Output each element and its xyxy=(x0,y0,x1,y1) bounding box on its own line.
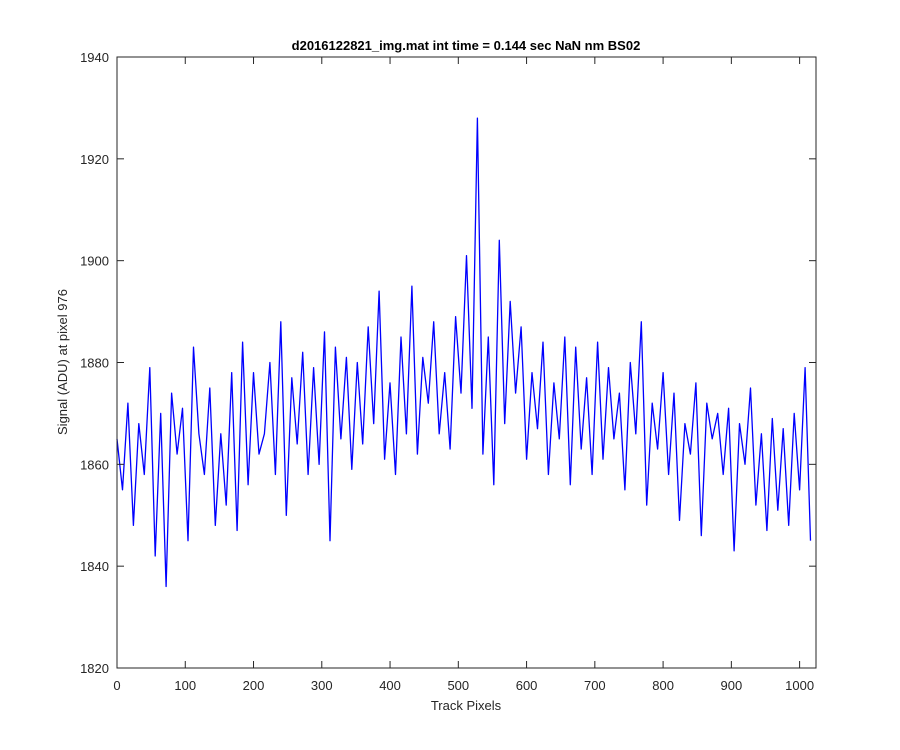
x-tick-label-600: 600 xyxy=(516,678,538,693)
x-tick-label-400: 400 xyxy=(379,678,401,693)
y-tick-label-1860: 1860 xyxy=(80,457,109,472)
series-line-0 xyxy=(116,117,812,588)
x-axis: 0 100 200 300 400 500 600 700 800 900 1000 xyxy=(113,57,814,693)
x-tick-label-700: 700 xyxy=(584,678,606,693)
y-axis: 1820 1840 1860 1880 1900 1920 1940 xyxy=(80,50,816,676)
y-axis-label: Signal (ADU) at pixel 976 xyxy=(55,289,70,435)
y-tick-label-1840: 1840 xyxy=(80,559,109,574)
x-tick-label-200: 200 xyxy=(243,678,265,693)
y-tick-label-1940: 1940 xyxy=(80,50,109,65)
x-tick-label-100: 100 xyxy=(174,678,196,693)
series-layer xyxy=(116,117,812,588)
x-axis-label: Track Pixels xyxy=(431,698,502,713)
y-tick-label-1920: 1920 xyxy=(80,152,109,167)
plot-area-background xyxy=(117,57,816,668)
y-tick-label-1900: 1900 xyxy=(80,254,109,269)
x-tick-label-800: 800 xyxy=(652,678,674,693)
x-tick-label-300: 300 xyxy=(311,678,333,693)
x-tick-label-0: 0 xyxy=(113,678,120,693)
y-tick-label-1820: 1820 xyxy=(80,661,109,676)
y-tick-label-1880: 1880 xyxy=(80,356,109,371)
x-tick-label-500: 500 xyxy=(447,678,469,693)
x-tick-label-1000: 1000 xyxy=(785,678,814,693)
x-tick-label-900: 900 xyxy=(721,678,743,693)
chart-title: d2016122821_img.mat int time = 0.144 sec… xyxy=(292,38,641,53)
